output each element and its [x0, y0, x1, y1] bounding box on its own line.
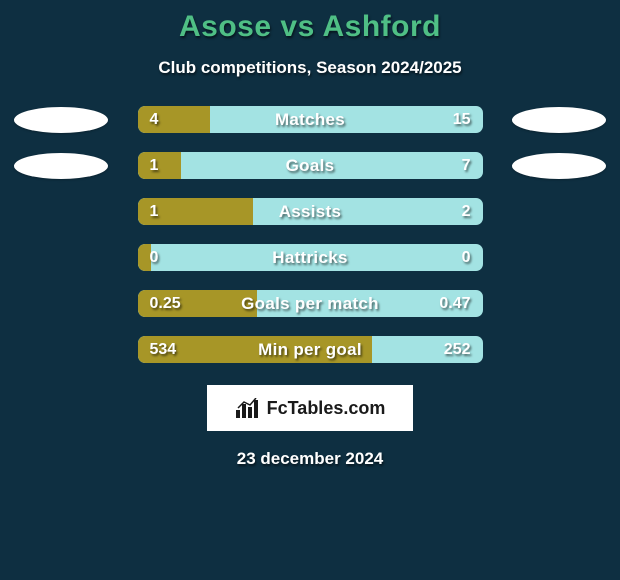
stat-row: 534252Min per goal	[0, 336, 620, 363]
team-badge-left	[14, 153, 108, 179]
stat-bar: 17Goals	[138, 152, 483, 179]
stat-bar: 534252Min per goal	[138, 336, 483, 363]
team-badge-left	[14, 107, 108, 133]
team-badge-right	[512, 107, 606, 133]
stat-label: Min per goal	[138, 336, 483, 363]
date-label: 23 december 2024	[0, 449, 620, 469]
subtitle: Club competitions, Season 2024/2025	[0, 58, 620, 78]
player-right-name: Ashford	[322, 10, 441, 43]
team-badge-right	[512, 153, 606, 179]
stat-row: 17Goals	[0, 152, 620, 179]
stat-label: Hattricks	[138, 244, 483, 271]
stat-row: 00Hattricks	[0, 244, 620, 271]
stat-label: Goals per match	[138, 290, 483, 317]
stat-label: Assists	[138, 198, 483, 225]
stat-bar: 0.250.47Goals per match	[138, 290, 483, 317]
chart-icon	[235, 398, 261, 418]
stat-bar: 00Hattricks	[138, 244, 483, 271]
vs-separator: vs	[272, 10, 323, 43]
stat-row: 415Matches	[0, 106, 620, 133]
page-title: Asose vs Ashford	[0, 10, 620, 44]
stat-row: 0.250.47Goals per match	[0, 290, 620, 317]
comparison-card: Asose vs Ashford Club competitions, Seas…	[0, 0, 620, 580]
stat-bar: 12Assists	[138, 198, 483, 225]
stat-bar: 415Matches	[138, 106, 483, 133]
source-logo: FcTables.com	[207, 385, 413, 431]
stat-row: 12Assists	[0, 198, 620, 225]
stat-label: Goals	[138, 152, 483, 179]
stats-container: 415Matches 17Goals 12Assists 00Hattricks 0.2…	[0, 106, 620, 363]
player-left-name: Asose	[179, 10, 272, 43]
source-logo-text: FcTables.com	[267, 398, 386, 419]
stat-label: Matches	[138, 106, 483, 133]
